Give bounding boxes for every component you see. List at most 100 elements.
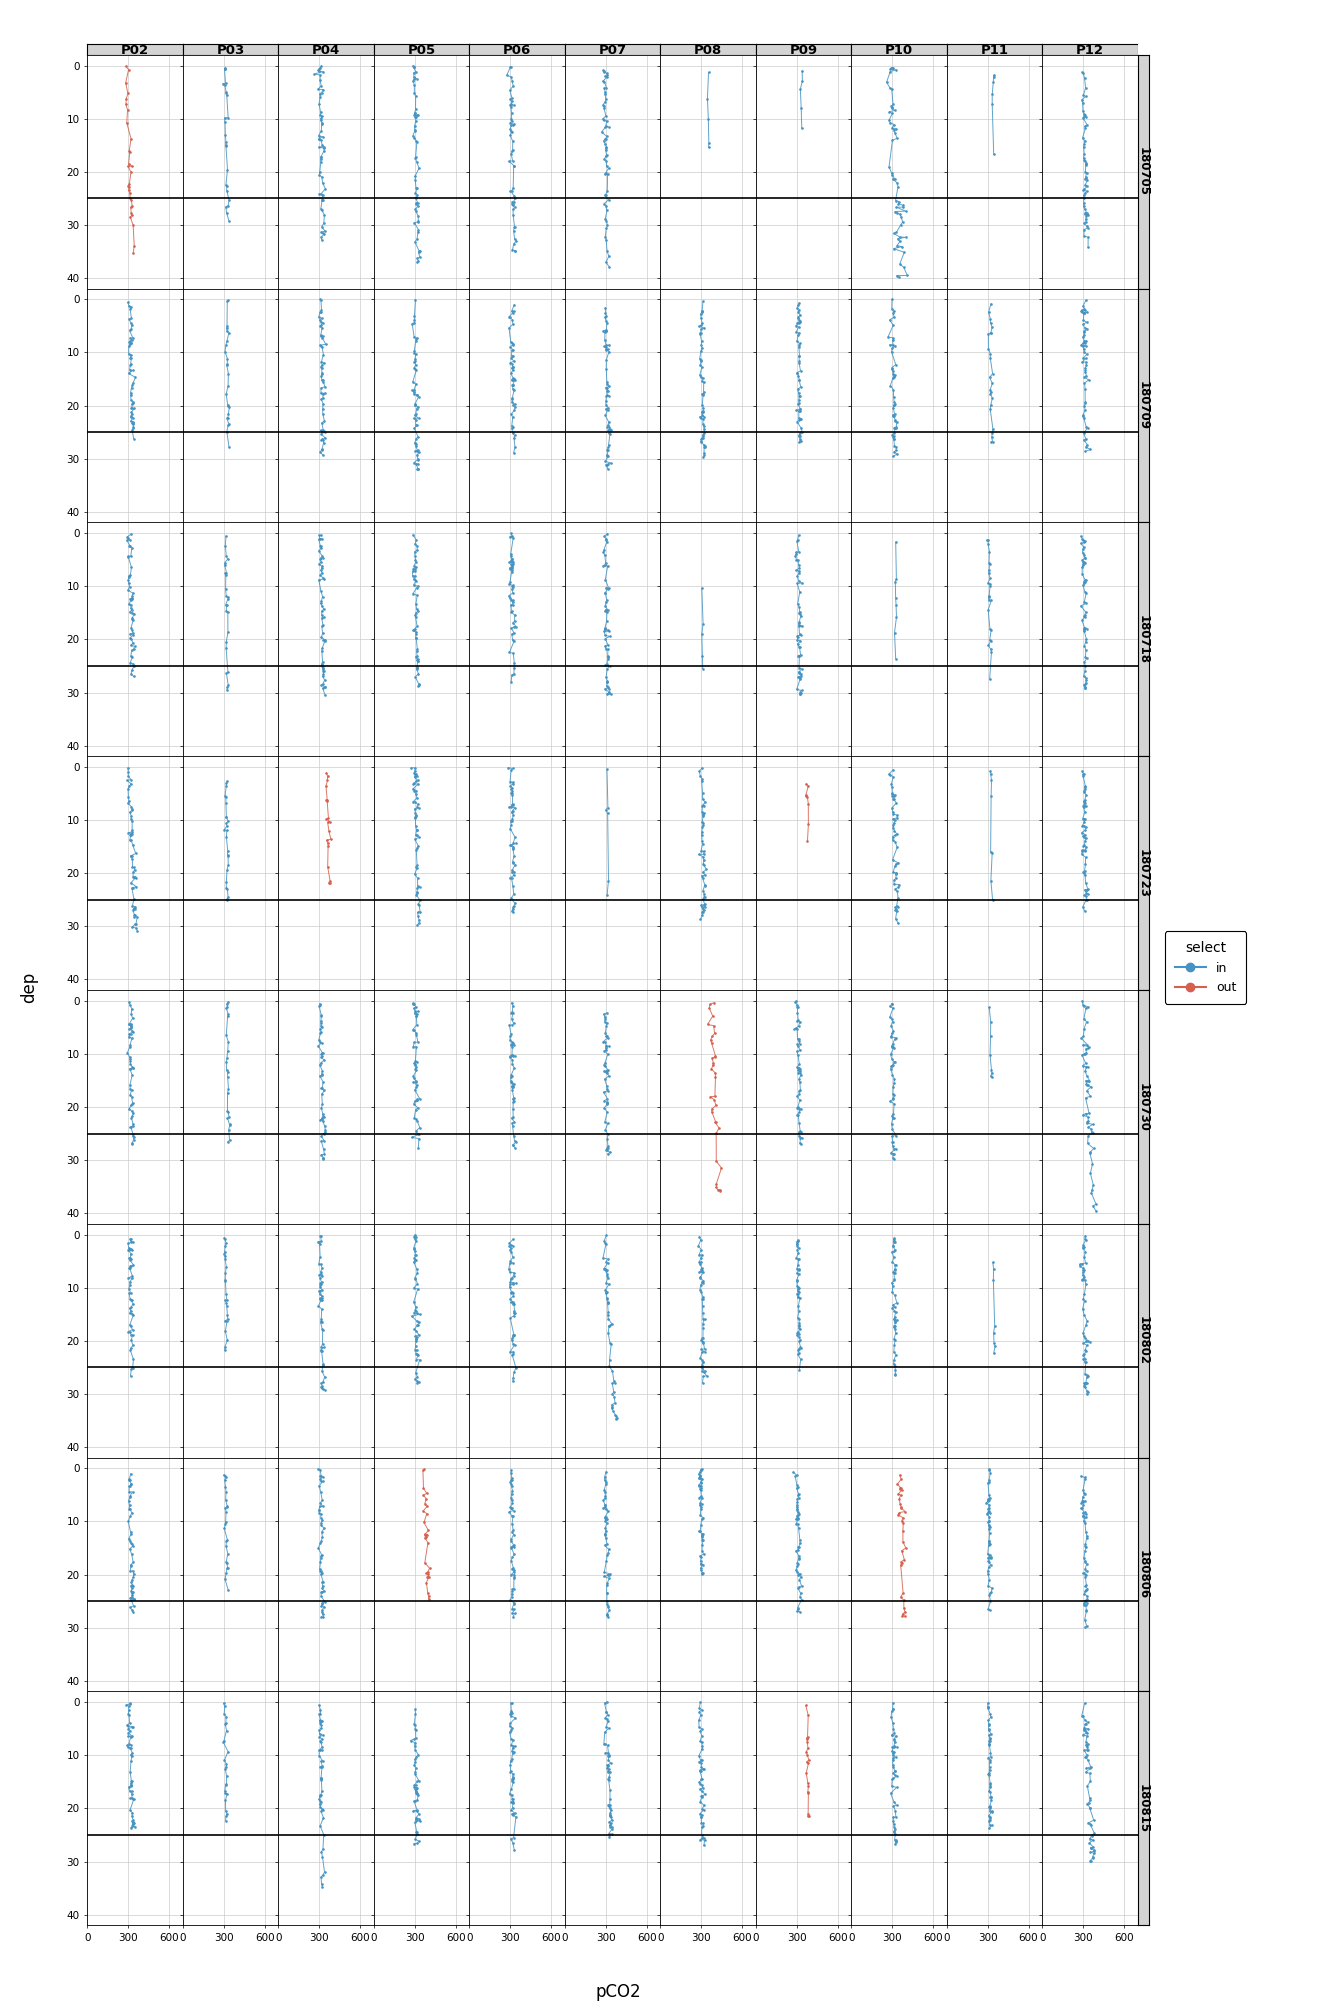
Point bbox=[499, 1024, 520, 1056]
Point bbox=[309, 81, 331, 113]
Point bbox=[884, 397, 906, 429]
Point bbox=[788, 1226, 809, 1258]
Point bbox=[403, 1060, 425, 1093]
Point bbox=[122, 1476, 144, 1508]
Point bbox=[120, 530, 141, 562]
Point bbox=[1075, 1083, 1097, 1115]
Point bbox=[786, 1012, 808, 1044]
Point bbox=[595, 135, 617, 167]
Point bbox=[312, 1040, 333, 1073]
Point bbox=[120, 841, 141, 873]
Point bbox=[595, 1504, 617, 1536]
Point bbox=[691, 1810, 712, 1843]
Point bbox=[595, 1032, 617, 1064]
Point bbox=[1075, 1756, 1097, 1788]
Point bbox=[982, 413, 1004, 446]
Point bbox=[1073, 1589, 1094, 1621]
Point bbox=[407, 1361, 429, 1393]
Point bbox=[691, 333, 712, 365]
Point bbox=[980, 633, 1001, 665]
Point bbox=[692, 1524, 714, 1556]
Point bbox=[978, 1512, 1000, 1544]
Point bbox=[694, 877, 715, 909]
Point bbox=[120, 202, 141, 234]
Point bbox=[215, 119, 237, 151]
Point bbox=[598, 417, 620, 450]
Point bbox=[1075, 641, 1097, 673]
Point bbox=[1074, 649, 1095, 681]
Point bbox=[503, 895, 524, 927]
Point bbox=[406, 1030, 427, 1062]
Point bbox=[499, 1710, 520, 1742]
Point bbox=[216, 839, 238, 871]
Point bbox=[501, 776, 523, 808]
Point bbox=[594, 1512, 616, 1544]
Point bbox=[692, 1327, 714, 1359]
Point bbox=[691, 1806, 712, 1839]
Point bbox=[405, 337, 426, 369]
Point bbox=[312, 349, 333, 381]
Point bbox=[1075, 1708, 1097, 1740]
Point bbox=[405, 1320, 426, 1353]
Point bbox=[593, 1728, 614, 1760]
Point bbox=[309, 1103, 331, 1135]
Point bbox=[790, 639, 812, 671]
Point bbox=[1074, 546, 1095, 579]
Point bbox=[121, 794, 142, 827]
Point bbox=[500, 60, 521, 93]
Point bbox=[500, 1695, 521, 1728]
Point bbox=[403, 97, 425, 129]
Point bbox=[310, 357, 332, 389]
Point bbox=[981, 89, 1003, 121]
Point bbox=[980, 569, 1001, 601]
Point bbox=[407, 669, 429, 702]
Point bbox=[597, 375, 618, 407]
Point bbox=[597, 210, 618, 242]
Point bbox=[310, 415, 332, 448]
Point bbox=[310, 1466, 332, 1498]
Point bbox=[694, 1337, 715, 1369]
Point bbox=[789, 425, 810, 458]
Point bbox=[980, 1776, 1001, 1808]
Point bbox=[117, 1234, 138, 1266]
Point bbox=[978, 1466, 1000, 1498]
Point bbox=[980, 1768, 1001, 1800]
Point bbox=[212, 1460, 234, 1492]
Point bbox=[415, 1520, 437, 1552]
Point bbox=[501, 83, 523, 115]
Point bbox=[1079, 1826, 1101, 1859]
Point bbox=[124, 1782, 145, 1814]
Point bbox=[594, 123, 616, 155]
Point bbox=[501, 788, 523, 821]
Point bbox=[595, 131, 617, 163]
Point bbox=[406, 393, 427, 425]
Point bbox=[218, 204, 239, 236]
Point bbox=[978, 1714, 1000, 1746]
Point bbox=[121, 1764, 142, 1796]
Point bbox=[692, 1518, 714, 1550]
Point bbox=[118, 1292, 140, 1325]
Point bbox=[882, 1016, 903, 1048]
Point bbox=[1075, 1568, 1097, 1601]
Point bbox=[309, 1786, 331, 1818]
Point bbox=[1071, 816, 1093, 849]
Point bbox=[981, 381, 1003, 413]
Point bbox=[790, 73, 812, 105]
Point bbox=[879, 73, 900, 105]
Point bbox=[980, 571, 1001, 603]
Point bbox=[1074, 353, 1095, 385]
Point bbox=[789, 327, 810, 359]
Point bbox=[121, 407, 142, 439]
Point bbox=[786, 996, 808, 1028]
Point bbox=[597, 1087, 618, 1119]
Point bbox=[310, 351, 332, 383]
Point bbox=[216, 1127, 238, 1159]
Point bbox=[691, 1764, 712, 1796]
Point bbox=[503, 879, 524, 911]
Point bbox=[121, 1353, 142, 1385]
Point bbox=[879, 369, 900, 401]
Point bbox=[886, 192, 907, 224]
Point bbox=[981, 1808, 1003, 1841]
Point bbox=[312, 433, 333, 466]
Point bbox=[118, 530, 140, 562]
